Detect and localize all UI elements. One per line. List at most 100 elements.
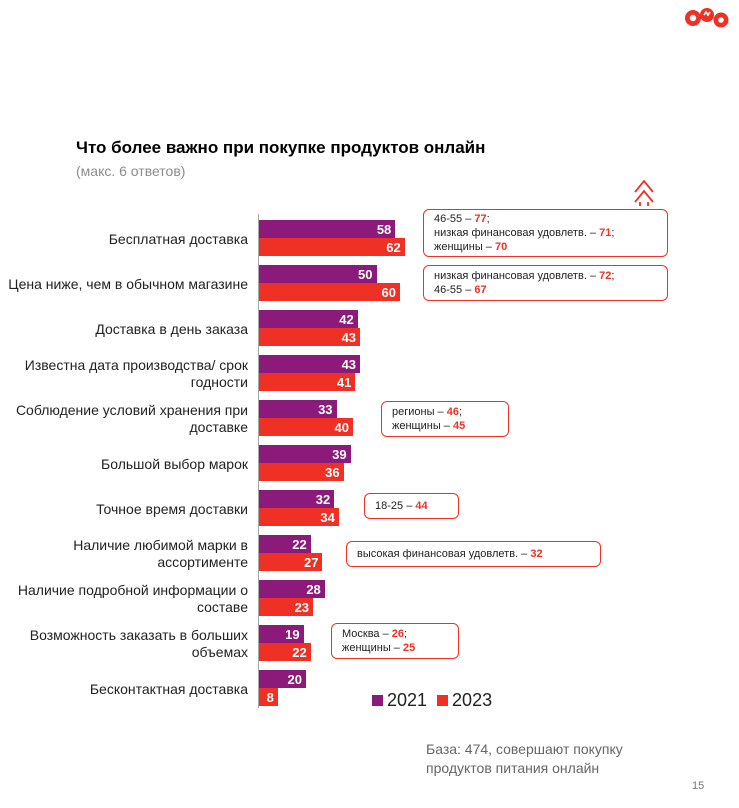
bar-2021: 28: [259, 580, 325, 598]
category-label: Доставка в день заказа: [95, 320, 248, 337]
callout-value: 71: [599, 227, 612, 239]
bar-value-label: 60: [381, 284, 396, 300]
callout-line: женщины – 25: [342, 641, 448, 655]
callout-line: 18-25 – 44: [375, 499, 448, 513]
callout-label: регионы –: [392, 406, 447, 418]
bar-2021: 19: [259, 625, 304, 643]
callout-line: высокая финансовая удовлетв. – 32: [357, 547, 590, 561]
callout-value: 25: [402, 642, 416, 654]
category-label: Бесплатная доставка: [108, 230, 248, 247]
callout-box: 18-25 – 44: [364, 493, 459, 519]
callout-line: женщины – 45: [392, 419, 498, 433]
callout-label: низкая финансовая удовлетв. –: [434, 270, 600, 282]
omd-logo: [685, 8, 729, 28]
bar-2023: 34: [259, 508, 339, 526]
callout-value: 45: [452, 420, 466, 432]
bar-2023: 43: [259, 328, 361, 346]
trend-up-icon: [634, 179, 654, 206]
bar-2021: 22: [259, 535, 311, 553]
bar-2021: 39: [259, 445, 351, 463]
bar-value-label: 41: [336, 374, 352, 390]
bar-2023: 40: [259, 418, 353, 436]
category-label: Соблюдение условий хранения при доставке: [15, 402, 248, 435]
callout-value: 46: [446, 406, 459, 418]
bar-value-label: 43: [341, 356, 357, 372]
callout-label: низкая финансовая удовлетв. –: [434, 227, 600, 239]
bar-value-label: 27: [303, 554, 319, 570]
page-number: 15: [692, 780, 705, 792]
bar-value-label: 43: [341, 329, 357, 345]
bar-value-label: 34: [320, 509, 335, 525]
callout-label: женщины –: [434, 241, 495, 253]
chart-axis-line: [258, 214, 259, 708]
bar-value-label: 58: [376, 221, 392, 237]
callout-line: 46-55 – 77;: [434, 212, 657, 226]
callout-label: Москва –: [342, 628, 392, 640]
category-label: Бесконтактная доставка: [89, 680, 248, 697]
callout-box: регионы – 46; женщины – 45: [381, 401, 509, 437]
bar-2021: 20: [259, 670, 306, 688]
legend-swatch-2023: [437, 695, 449, 706]
bar-2021: 32: [259, 490, 335, 508]
bar-2023: 22: [259, 643, 311, 661]
callout-box: Москва – 26; женщины – 25: [331, 623, 459, 659]
bar-2021: 42: [259, 310, 358, 328]
base-note: База: 474, совершают покупку продуктов п…: [426, 741, 623, 776]
callout-line: низкая финансовая удовлетв. – 71;: [434, 226, 657, 240]
category-label: Наличие любимой марки в ассортименте: [73, 537, 248, 570]
callout-label: женщины –: [342, 642, 403, 654]
bar-value-label: 62: [386, 239, 401, 255]
legend-label-2021: 2021: [387, 690, 428, 710]
category-label: Наличие подробной информации о составе: [17, 582, 248, 615]
bar-value-label: 23: [294, 599, 310, 615]
callout-label: 18-25 –: [375, 500, 416, 512]
bar-value-label: 22: [292, 644, 307, 660]
legend-item-2021: 2021: [372, 690, 427, 711]
bar-2021: 33: [259, 400, 337, 418]
bar-value-label: 28: [306, 581, 321, 597]
callout-value: 44: [415, 500, 428, 512]
callout-box: 46-55 – 77; низкая финансовая удовлетв. –…: [423, 209, 668, 257]
callout-line: Москва – 26;: [342, 627, 448, 641]
bar-value-label: 39: [332, 446, 347, 462]
legend-item-2023: 2023: [437, 690, 492, 711]
callout-suffix: ;: [486, 213, 490, 225]
bar-value-label: 50: [358, 266, 373, 282]
callout-line: низкая финансовая удовлетв. – 72;: [434, 269, 657, 283]
callout-line: женщины – 70: [434, 240, 657, 254]
callout-suffix: ;: [611, 227, 615, 239]
callout-box: низкая финансовая удовлетв. – 72; 46-55 –…: [423, 265, 668, 301]
category-label: Цена ниже, чем в обычном магазине: [8, 275, 248, 292]
bar-2023: 41: [259, 373, 356, 391]
callout-label: высокая финансовая удовлетв. –: [357, 548, 531, 560]
callout-value: 26: [391, 628, 405, 640]
bar-2023: 27: [259, 553, 323, 571]
bar-value-label: 22: [292, 536, 307, 552]
bar-value-label: 32: [315, 491, 331, 507]
callout-value: 32: [530, 548, 543, 560]
callout-box: высокая финансовая удовлетв. – 32: [346, 541, 601, 567]
callout-label: 46-55 –: [434, 213, 475, 225]
callout-suffix: ;: [404, 628, 408, 640]
callout-line: 46-55 – 67: [434, 283, 657, 297]
callout-value: 77: [474, 213, 487, 225]
category-label: Известна дата производства/ срок годност…: [24, 357, 248, 390]
bar-2023: 36: [259, 463, 344, 481]
bar-value-label: 42: [339, 311, 354, 327]
callout-label: женщины –: [392, 420, 453, 432]
chart-title: Что более важно при покупке продуктов он…: [76, 138, 486, 157]
callout-value: 67: [474, 284, 487, 296]
bar-value-label: 36: [325, 464, 340, 480]
bar-2021: 43: [259, 355, 361, 373]
chart-legend: 2021 2023: [372, 690, 502, 711]
bar-value-label: 19: [285, 626, 300, 642]
bar-2023: 8: [259, 688, 278, 706]
callout-value: 72: [599, 270, 612, 282]
callout-label: 46-55 –: [434, 284, 475, 296]
bar-2023: 60: [259, 283, 400, 301]
callout-line: регионы – 46;: [392, 405, 498, 419]
bar-2021: 50: [259, 265, 377, 283]
bar-2023: 62: [259, 238, 405, 256]
bar-value-label: 8: [266, 689, 274, 705]
bar-2021: 58: [259, 220, 396, 238]
